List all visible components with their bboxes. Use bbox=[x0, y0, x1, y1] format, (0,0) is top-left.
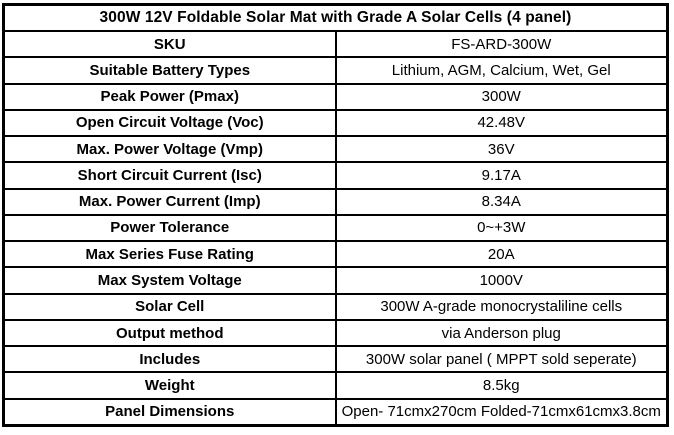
spec-label: Output method bbox=[2, 318, 337, 348]
spec-row-fuse-rating: Max Series Fuse Rating 20A bbox=[2, 240, 669, 269]
spec-label: Power Tolerance bbox=[2, 213, 337, 243]
spec-row-max-system-voltage: Max System Voltage 1000V bbox=[2, 266, 669, 295]
spec-label: Panel Dimensions bbox=[2, 397, 337, 427]
spec-label: Weight bbox=[2, 371, 337, 400]
spec-value: 300W bbox=[334, 82, 669, 111]
spec-label: Open Circuit Voltage (Voc) bbox=[2, 108, 337, 138]
spec-value: 8.34A bbox=[334, 187, 669, 216]
spec-row-sku: SKU FS-ARD-300W bbox=[2, 29, 669, 59]
spec-row-solar-cell: Solar Cell 300W A-grade monocrystaliline… bbox=[2, 292, 669, 321]
spec-value: 8.5kg bbox=[334, 371, 669, 400]
spec-row-peak-power: Peak Power (Pmax) 300W bbox=[2, 82, 669, 111]
table-title: 300W 12V Foldable Solar Mat with Grade A… bbox=[2, 3, 669, 32]
spec-row-output-method: Output method via Anderson plug bbox=[2, 318, 669, 348]
spec-label: Max Series Fuse Rating bbox=[2, 240, 337, 269]
spec-row-max-power-voltage: Max. Power Voltage (Vmp) 36V bbox=[2, 135, 669, 164]
spec-row-short-circuit-current: Short Circuit Current (Isc) 9.17A bbox=[2, 161, 669, 190]
spec-label: Max. Power Voltage (Vmp) bbox=[2, 135, 337, 164]
product-spec-table: 300W 12V Foldable Solar Mat with Grade A… bbox=[2, 3, 669, 427]
spec-row-includes: Includes 300W solar panel ( MPPT sold se… bbox=[2, 345, 669, 374]
spec-value: 1000V bbox=[334, 266, 669, 295]
spec-label: Short Circuit Current (Isc) bbox=[2, 161, 337, 190]
spec-label: Max. Power Current (Imp) bbox=[2, 187, 337, 216]
spec-label: Suitable Battery Types bbox=[2, 56, 337, 85]
spec-value: 36V bbox=[334, 135, 669, 164]
table-title-row: 300W 12V Foldable Solar Mat with Grade A… bbox=[2, 3, 669, 32]
spec-value: 42.48V bbox=[334, 108, 669, 138]
spec-label: Includes bbox=[2, 345, 337, 374]
spec-value: FS-ARD-300W bbox=[334, 29, 669, 59]
spec-label: Peak Power (Pmax) bbox=[2, 82, 337, 111]
spec-label: Solar Cell bbox=[2, 292, 337, 321]
spec-value: 0~+3W bbox=[334, 213, 669, 243]
spec-label: SKU bbox=[2, 29, 337, 59]
spec-value: Open- 71cmx270cm Folded-71cmx61cmx3.8cm bbox=[334, 397, 669, 427]
spec-row-open-circuit-voltage: Open Circuit Voltage (Voc) 42.48V bbox=[2, 108, 669, 138]
spec-row-battery-types: Suitable Battery Types Lithium, AGM, Cal… bbox=[2, 56, 669, 85]
spec-row-power-tolerance: Power Tolerance 0~+3W bbox=[2, 213, 669, 243]
spec-label: Max System Voltage bbox=[2, 266, 337, 295]
spec-value: Lithium, AGM, Calcium, Wet, Gel bbox=[334, 56, 669, 85]
spec-value: 9.17A bbox=[334, 161, 669, 190]
spec-value: 300W A-grade monocrystaliline cells bbox=[334, 292, 669, 321]
spec-row-max-power-current: Max. Power Current (Imp) 8.34A bbox=[2, 187, 669, 216]
spec-row-panel-dimensions: Panel Dimensions Open- 71cmx270cm Folded… bbox=[2, 397, 669, 427]
spec-value: 300W solar panel ( MPPT sold seperate) bbox=[334, 345, 669, 374]
spec-row-weight: Weight 8.5kg bbox=[2, 371, 669, 400]
spec-value: via Anderson plug bbox=[334, 318, 669, 348]
spec-value: 20A bbox=[334, 240, 669, 269]
